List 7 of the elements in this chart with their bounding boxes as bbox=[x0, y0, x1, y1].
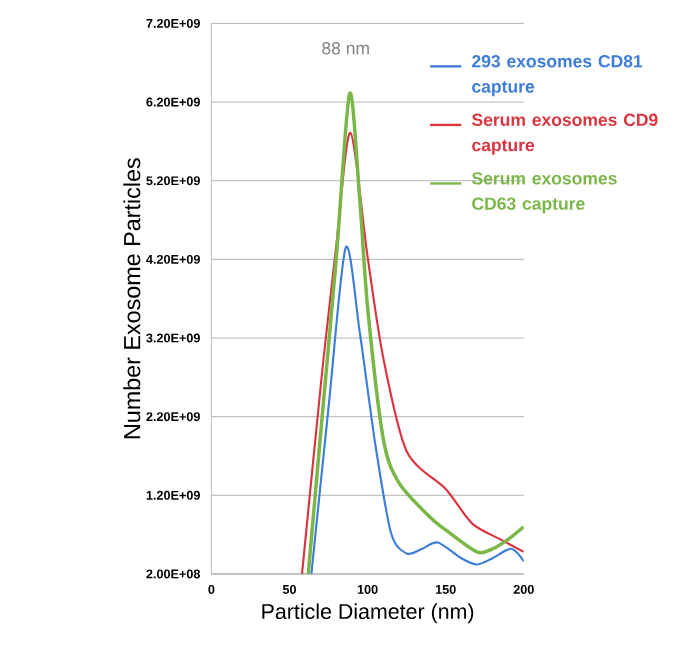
legend-label: Serum exosomes CD9 capture bbox=[471, 113, 658, 155]
x-axis-title: Particle Diameter (nm) bbox=[262, 603, 474, 624]
y-axis-title: Number Exosome Particles bbox=[123, 158, 141, 439]
legend-label: 293 exosomes CD81 capture bbox=[472, 55, 643, 97]
line-series bbox=[310, 245, 524, 574]
legend-label: Serum exosomes CD63 capture bbox=[471, 172, 617, 214]
annotation: 88 nm bbox=[322, 42, 369, 55]
